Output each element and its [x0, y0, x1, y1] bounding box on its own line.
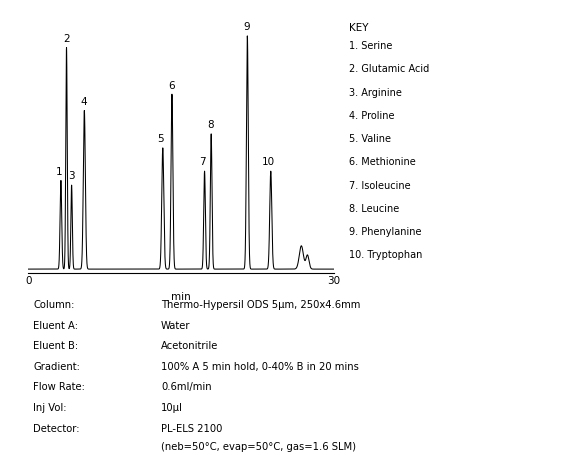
Text: Flow Rate:: Flow Rate: — [33, 382, 85, 392]
Text: 1. Serine: 1. Serine — [349, 41, 392, 51]
Text: 1: 1 — [55, 167, 62, 177]
Text: PL-ELS 2100: PL-ELS 2100 — [161, 423, 222, 433]
Text: 7. Isoleucine: 7. Isoleucine — [349, 180, 410, 190]
Text: Eluent A:: Eluent A: — [33, 320, 78, 330]
Text: 2: 2 — [63, 34, 70, 44]
Text: 100% A 5 min hold, 0-40% B in 20 mins: 100% A 5 min hold, 0-40% B in 20 mins — [161, 361, 359, 371]
Text: Thermo-Hypersil ODS 5μm, 250x4.6mm: Thermo-Hypersil ODS 5μm, 250x4.6mm — [161, 300, 361, 310]
Text: 6: 6 — [168, 81, 175, 91]
Text: Detector:: Detector: — [33, 423, 80, 433]
Text: 3: 3 — [68, 171, 75, 181]
Text: 2. Glutamic Acid: 2. Glutamic Acid — [349, 64, 429, 74]
Text: 4: 4 — [81, 96, 87, 106]
Text: 8. Leucine: 8. Leucine — [349, 203, 399, 213]
Text: (neb=50°C, evap=50°C, gas=1.6 SLM): (neb=50°C, evap=50°C, gas=1.6 SLM) — [161, 441, 356, 451]
Text: 6. Methionine: 6. Methionine — [349, 157, 415, 167]
Text: Eluent B:: Eluent B: — [33, 341, 79, 351]
Text: 3. Arginine: 3. Arginine — [349, 87, 401, 97]
Text: 10μl: 10μl — [161, 402, 183, 412]
Text: min: min — [171, 292, 191, 302]
Text: 5: 5 — [157, 134, 164, 144]
Text: 4. Proline: 4. Proline — [349, 111, 394, 121]
Text: Acetonitrile: Acetonitrile — [161, 341, 218, 351]
Text: 9. Phenylanine: 9. Phenylanine — [349, 227, 421, 237]
Text: Gradient:: Gradient: — [33, 361, 80, 371]
Text: Water: Water — [161, 320, 191, 330]
Text: 5. Valine: 5. Valine — [349, 134, 391, 144]
Text: KEY: KEY — [349, 23, 368, 33]
Text: Column:: Column: — [33, 300, 75, 310]
Text: 10. Tryptophan: 10. Tryptophan — [349, 250, 422, 260]
Text: 10: 10 — [262, 157, 275, 167]
Text: 7: 7 — [199, 157, 206, 167]
Text: 0.6ml/min: 0.6ml/min — [161, 382, 212, 392]
Text: 9: 9 — [244, 22, 250, 32]
Text: 8: 8 — [208, 120, 214, 130]
Text: Inj Vol:: Inj Vol: — [33, 402, 67, 412]
